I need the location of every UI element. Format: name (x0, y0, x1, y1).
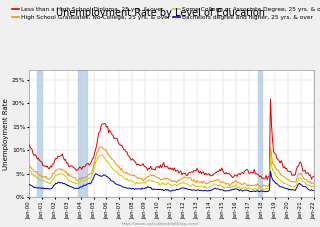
Bar (78, 70, 87, 197)
Legend: Less than a High School Diploma, 25 yrs. & over, High School Graduates, No Colle: Less than a High School Diploma, 25 yrs.… (12, 7, 320, 20)
Text: Unemployment Rate by Level of Education: Unemployment Rate by Level of Education (55, 8, 265, 18)
Bar (37, 70, 42, 197)
Bar (258, 70, 262, 197)
Y-axis label: Unemployment Rate: Unemployment Rate (3, 98, 9, 170)
Text: http://www.calculatedriskblog.com/: http://www.calculatedriskblog.com/ (121, 222, 199, 226)
